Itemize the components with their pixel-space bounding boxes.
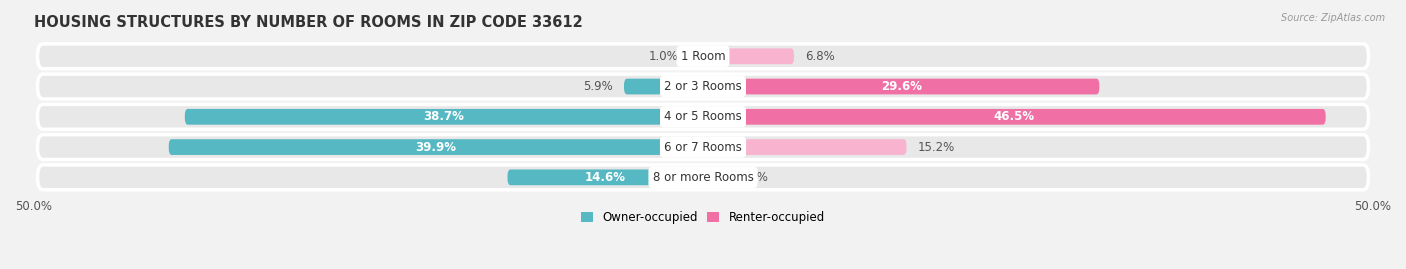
Text: 5.9%: 5.9% bbox=[583, 80, 613, 93]
FancyBboxPatch shape bbox=[184, 109, 703, 125]
Text: 1.0%: 1.0% bbox=[650, 50, 679, 63]
FancyBboxPatch shape bbox=[624, 79, 703, 94]
Text: 6 or 7 Rooms: 6 or 7 Rooms bbox=[664, 141, 742, 154]
Text: 2 or 3 Rooms: 2 or 3 Rooms bbox=[664, 80, 742, 93]
Text: 46.5%: 46.5% bbox=[994, 110, 1035, 123]
Text: 29.6%: 29.6% bbox=[880, 80, 922, 93]
FancyBboxPatch shape bbox=[38, 135, 1368, 160]
Text: 1.9%: 1.9% bbox=[740, 171, 769, 184]
FancyBboxPatch shape bbox=[703, 79, 1099, 94]
FancyBboxPatch shape bbox=[703, 48, 794, 64]
FancyBboxPatch shape bbox=[38, 74, 1368, 99]
FancyBboxPatch shape bbox=[703, 169, 728, 185]
Text: 4 or 5 Rooms: 4 or 5 Rooms bbox=[664, 110, 742, 123]
Text: HOUSING STRUCTURES BY NUMBER OF ROOMS IN ZIP CODE 33612: HOUSING STRUCTURES BY NUMBER OF ROOMS IN… bbox=[34, 15, 582, 30]
Text: 1 Room: 1 Room bbox=[681, 50, 725, 63]
Text: 39.9%: 39.9% bbox=[415, 141, 457, 154]
FancyBboxPatch shape bbox=[169, 139, 703, 155]
Text: 6.8%: 6.8% bbox=[804, 50, 835, 63]
Text: 15.2%: 15.2% bbox=[917, 141, 955, 154]
Text: 38.7%: 38.7% bbox=[423, 110, 464, 123]
FancyBboxPatch shape bbox=[38, 165, 1368, 190]
FancyBboxPatch shape bbox=[703, 109, 1326, 125]
FancyBboxPatch shape bbox=[508, 169, 703, 185]
Text: 14.6%: 14.6% bbox=[585, 171, 626, 184]
FancyBboxPatch shape bbox=[38, 104, 1368, 129]
FancyBboxPatch shape bbox=[38, 44, 1368, 69]
FancyBboxPatch shape bbox=[689, 48, 703, 64]
FancyBboxPatch shape bbox=[703, 139, 907, 155]
Legend: Owner-occupied, Renter-occupied: Owner-occupied, Renter-occupied bbox=[581, 211, 825, 224]
Text: 8 or more Rooms: 8 or more Rooms bbox=[652, 171, 754, 184]
Text: Source: ZipAtlas.com: Source: ZipAtlas.com bbox=[1281, 13, 1385, 23]
